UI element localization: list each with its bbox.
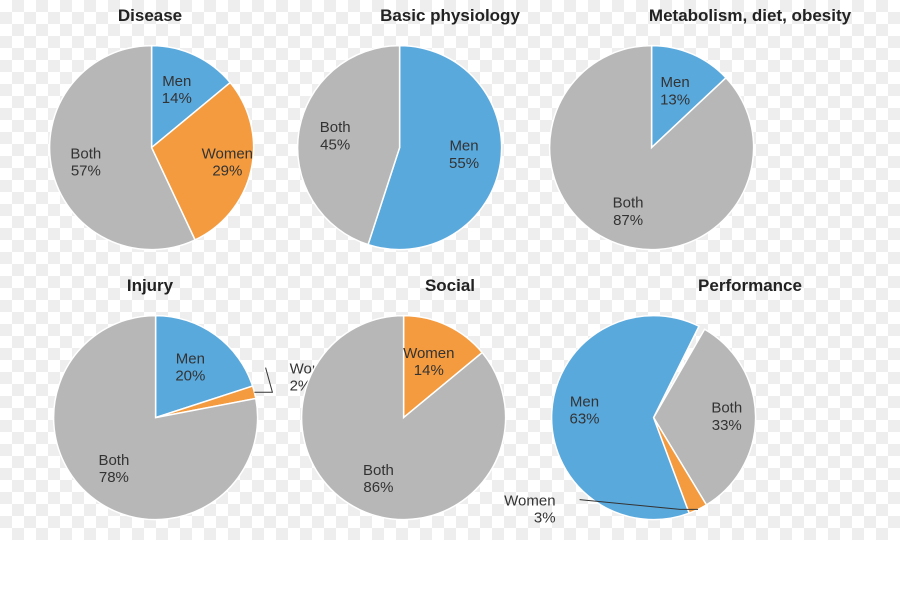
slice-label-men: Men20% [176,351,206,385]
slice-label-both: Both57% [71,146,102,180]
slice-label-both: Both33% [712,400,743,434]
slice-label-men: Men13% [660,74,690,108]
slice-label-both: Both86% [363,462,394,496]
slice-label-men: Men63% [570,394,600,428]
slice-label-both: Both45% [320,120,351,154]
slice-label-both: Both87% [613,195,644,229]
pie-chart: Both33% Women3% Men63% [470,234,837,601]
slice-label-men: Men14% [162,73,192,107]
slice-label-women: Women3% [505,493,556,527]
slice-label-both: Both78% [99,452,130,486]
